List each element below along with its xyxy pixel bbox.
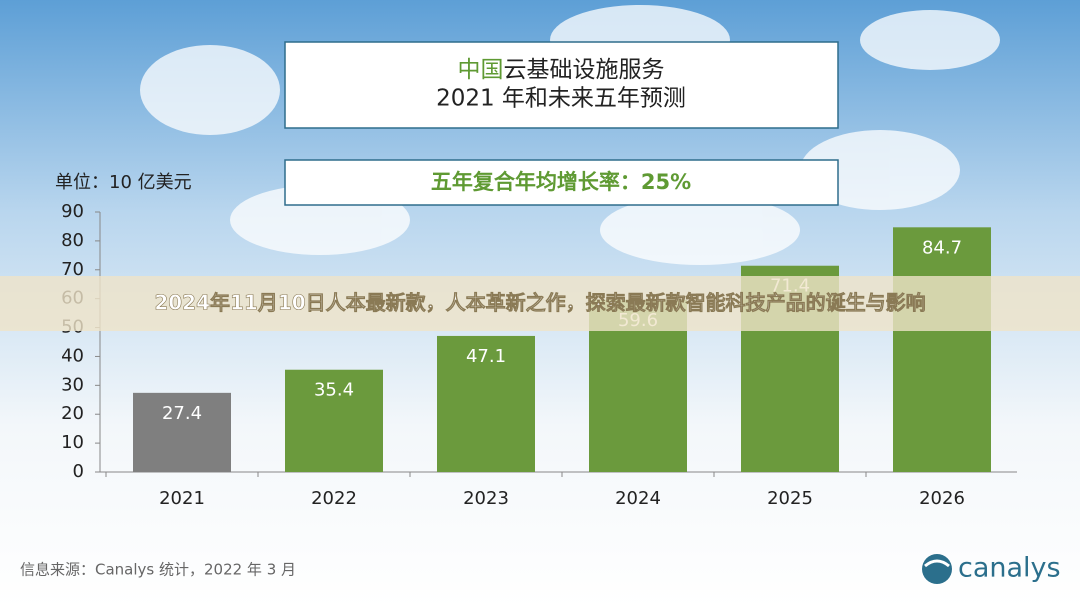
- clouds: [140, 5, 1000, 265]
- y-tick-label: 70: [61, 259, 84, 280]
- value-label: 35.4: [314, 380, 354, 401]
- value-label: 84.7: [922, 237, 962, 258]
- logo: canalys: [958, 553, 1061, 584]
- banner: 2024年11月10日人本最新款，人本革新之作，探索最新款智能科技产品的诞生与影…: [154, 291, 925, 315]
- x-tick-label: 2023: [463, 488, 509, 509]
- cagr-box: [284, 159, 839, 206]
- bar: [437, 335, 535, 472]
- title-box: [284, 41, 839, 129]
- y-tick-label: 20: [61, 403, 84, 424]
- logo-icon-wave: [924, 559, 950, 568]
- chart-subtitle: 2021 年和未来五年预测: [436, 86, 686, 112]
- y-tick-label: 80: [61, 230, 84, 251]
- cagr-note: 五年复合年均增长率：25%: [431, 170, 691, 194]
- unit-label: 单位：10 亿美元: [55, 172, 192, 193]
- logo-icon: [922, 554, 952, 584]
- x-tick-label: 2026: [919, 488, 965, 509]
- y-tick-label: 0: [73, 461, 84, 482]
- x-tick-label: 2021: [159, 488, 205, 509]
- source: 信息来源：Canalys 统计，2022 年 3 月: [20, 561, 296, 579]
- y-tick-label: 10: [61, 432, 84, 453]
- value-label: 27.4: [162, 403, 202, 424]
- bar: [893, 227, 991, 472]
- bar: [285, 369, 383, 472]
- x-tick-label: 2022: [311, 488, 357, 509]
- y-tick-label: 30: [61, 374, 84, 395]
- chart-title: 中国云基础设施服务: [458, 57, 665, 83]
- value-label: 47.1: [466, 346, 506, 367]
- y-tick-label: 40: [61, 345, 84, 366]
- x-tick-label: 2024: [615, 488, 661, 509]
- y-tick-label: 90: [61, 201, 84, 222]
- banner-bg: [0, 276, 1080, 331]
- x-tick-label: 2025: [767, 488, 813, 509]
- bar: [133, 392, 231, 472]
